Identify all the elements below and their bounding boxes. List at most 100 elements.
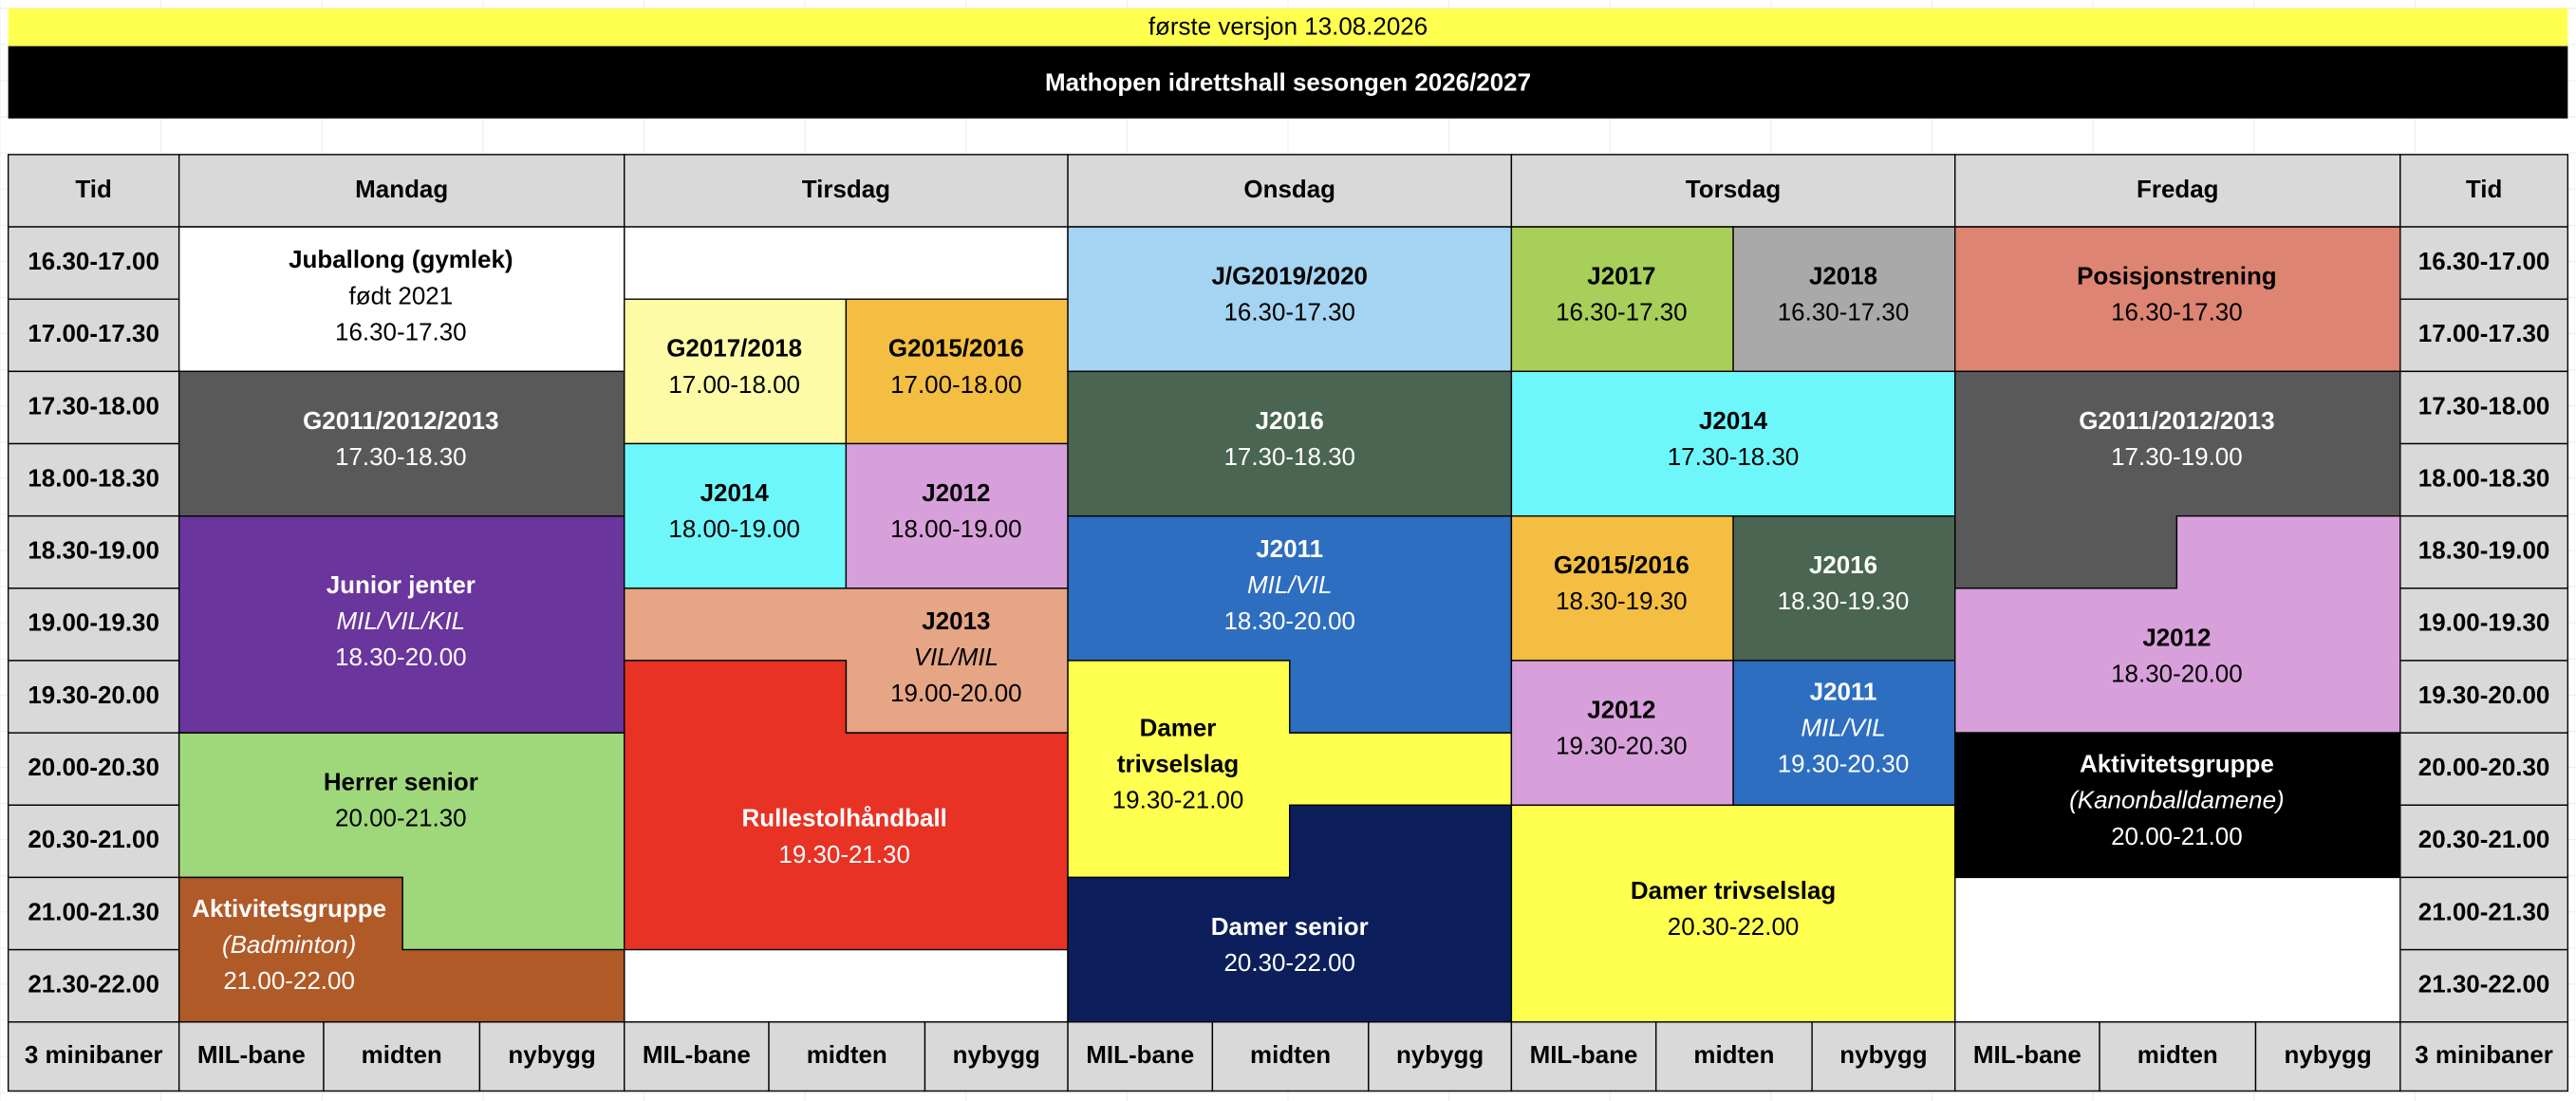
header-cell <box>624 154 1069 228</box>
activity-text: 17.00-18.00 <box>668 370 800 399</box>
title-text: Mathopen idrettshall sesongen 2026/2027 <box>1045 67 1531 96</box>
time-cell <box>7 226 180 300</box>
time-label: 19.00-19.30 <box>28 608 159 637</box>
activity-text: 20.00-21.30 <box>335 804 467 832</box>
court-label: midten <box>807 1040 887 1069</box>
activity-text: G2015/2016 <box>1554 550 1689 579</box>
activity-text: 17.30-18.30 <box>335 442 467 471</box>
court-cell <box>177 1021 325 1092</box>
activity-text: Junior jenter <box>327 570 476 599</box>
activity-text: 19.00-20.00 <box>890 679 1022 707</box>
time-label: 18.00-18.30 <box>28 463 159 492</box>
court-label: midten <box>1693 1040 1774 1069</box>
court-label: midten <box>362 1040 442 1069</box>
time-label: 16.30-17.00 <box>2418 247 2550 275</box>
court-label: nybygg <box>953 1040 1040 1069</box>
activity-text: 18.00-19.00 <box>668 514 800 543</box>
activity-text: 19.30-20.30 <box>1778 750 1910 778</box>
time-cell <box>2399 588 2569 662</box>
court-label: MIL-bane <box>1086 1040 1194 1069</box>
activity-text: J2014 <box>1699 406 1768 435</box>
activity-text: G2011/2012/2013 <box>303 406 498 435</box>
activity-text: J2011 <box>1256 534 1323 563</box>
activity-text: (Kanonballdamene) <box>2069 786 2285 814</box>
activity-text: 16.30-17.30 <box>2111 298 2243 327</box>
activity-text: J2011 <box>1810 677 1877 705</box>
activity-text: 20.30-22.00 <box>1668 912 1800 941</box>
time-cell <box>7 514 180 589</box>
court-cell <box>2254 1021 2401 1092</box>
header-label: Torsdag <box>1686 175 1781 203</box>
activity-text: G2011/2012/2013 <box>2079 406 2274 435</box>
activity-text: 16.30-17.30 <box>1223 298 1355 327</box>
activity-text: J2012 <box>922 478 990 507</box>
header-cell <box>1067 154 1513 228</box>
time-label: 20.00-20.30 <box>2418 753 2550 781</box>
court-cell <box>1211 1021 1370 1092</box>
footer-label: 3 minibaner <box>2415 1040 2553 1069</box>
time-cell <box>7 948 180 1023</box>
activity-text: J2018 <box>1809 262 1877 290</box>
activity-text: 17.30-18.30 <box>1223 442 1355 471</box>
activity-text: 16.30-17.30 <box>335 317 467 345</box>
time-label: 18.00-18.30 <box>2418 463 2550 492</box>
activity-text: MIL/VIL <box>1247 570 1332 599</box>
activity-text: Herrer senior <box>324 768 478 796</box>
activity-text: 19.30-21.30 <box>778 840 910 868</box>
time-label: 21.30-22.00 <box>28 970 159 998</box>
time-cell <box>2399 370 2569 445</box>
activity-text: VIL/MIL <box>914 643 999 671</box>
activity-text: 18.30-20.00 <box>2111 659 2243 687</box>
activity-text: 20.00-21.00 <box>2111 822 2243 850</box>
activity-text: G2017/2018 <box>666 334 802 363</box>
activity-text: Aktivitetsgruppe <box>192 894 386 923</box>
court-label: midten <box>2137 1040 2218 1069</box>
court-label: nybygg <box>1396 1040 1484 1069</box>
activity-block <box>1954 732 2401 879</box>
time-label: 20.00-20.30 <box>28 753 159 781</box>
court-label: MIL-bane <box>1973 1040 2081 1069</box>
time-cell <box>2399 226 2569 300</box>
activity-text: 18.30-19.30 <box>1778 587 1910 615</box>
header-label: Tid <box>75 175 111 203</box>
court-label: nybygg <box>2284 1040 2371 1069</box>
activity-text: 21.00-22.00 <box>223 966 355 995</box>
court-cell <box>1368 1021 1513 1092</box>
activity-text: Damer <box>1140 714 1217 742</box>
time-cell <box>2399 804 2569 879</box>
activity-text: J2016 <box>1256 406 1324 435</box>
activity-text: (Badminton) <box>222 930 356 959</box>
time-cell <box>7 876 180 951</box>
time-label: 18.30-19.00 <box>2418 536 2550 565</box>
activity-text: J2017 <box>1587 262 1655 290</box>
time-label: 21.00-21.30 <box>28 897 159 925</box>
court-label: nybygg <box>508 1040 595 1069</box>
footer-label: 3 minibaner <box>25 1040 163 1069</box>
activity-text: G2015/2016 <box>888 334 1024 363</box>
court-label: MIL-bane <box>197 1040 306 1069</box>
activity-text: 16.30-17.30 <box>1556 298 1688 327</box>
time-label: 17.00-17.30 <box>2418 319 2550 347</box>
activity-text: MIL/VIL <box>1801 714 1885 742</box>
activity-text: 20.30-22.00 <box>1223 948 1355 977</box>
activity-text: 17.30-18.30 <box>1668 442 1800 471</box>
header-label: Fredag <box>2137 175 2219 203</box>
activity-text: MIL/VIL/KIL <box>337 606 466 635</box>
header-label: Onsdag <box>1243 175 1335 203</box>
activity-text: 18.00-19.00 <box>890 514 1022 543</box>
header-cell <box>1510 154 1956 228</box>
activity-text: Damer senior <box>1211 912 1369 941</box>
activity-text: 19.30-21.00 <box>1112 786 1244 814</box>
time-label: 17.30-18.00 <box>28 391 159 420</box>
header-cell <box>177 154 625 228</box>
time-cell <box>2399 876 2569 951</box>
activity-text: Juballong (gymlek) <box>289 245 513 273</box>
time-label: 20.30-21.00 <box>28 825 159 853</box>
header-cell <box>1954 154 2401 228</box>
time-cell <box>7 804 180 879</box>
activity-text: 17.30-19.00 <box>2111 442 2243 471</box>
activity-text: Aktivitetsgruppe <box>2080 750 2274 778</box>
banner-text: første versjon 13.08.2026 <box>1148 11 1428 40</box>
time-label: 19.00-19.30 <box>2418 608 2550 637</box>
court-label: MIL-bane <box>643 1040 751 1069</box>
